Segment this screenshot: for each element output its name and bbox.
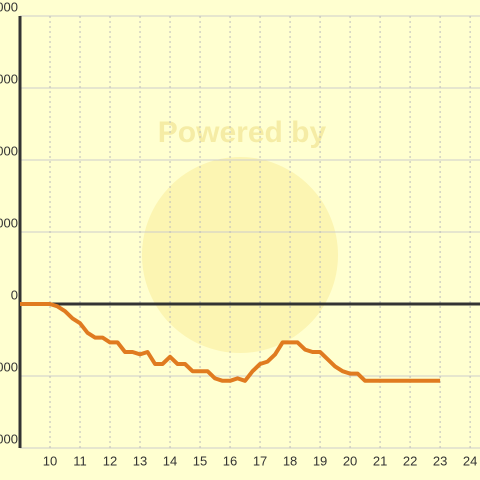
x-tick-label: 18 bbox=[283, 453, 297, 468]
x-tick-label: 10 bbox=[43, 453, 57, 468]
x-tick-label: 24 bbox=[463, 453, 477, 468]
y-tick-label: -6,000 bbox=[0, 431, 18, 446]
y-tick-label: 9,000 bbox=[0, 71, 18, 86]
y-tick-label: 6,000 bbox=[0, 143, 18, 158]
x-tick-label: 22 bbox=[403, 453, 417, 468]
x-tick-label: 14 bbox=[163, 453, 177, 468]
x-tick-label: 12 bbox=[103, 453, 117, 468]
x-tick-label: 21 bbox=[373, 453, 387, 468]
x-tick-label: 11 bbox=[73, 453, 87, 468]
y-tick-label: 3,000 bbox=[0, 215, 18, 230]
x-tick-label: 19 bbox=[313, 453, 327, 468]
x-tick-label: 15 bbox=[193, 453, 207, 468]
x-tick-label: 16 bbox=[223, 453, 237, 468]
watermark: Powered by bbox=[158, 116, 327, 149]
y-tick-label: 0 bbox=[11, 287, 18, 302]
x-tick-label: 17 bbox=[253, 453, 267, 468]
x-tick-label: 23 bbox=[433, 453, 447, 468]
watermark-logo bbox=[142, 157, 338, 353]
y-tick-label: 12,000 bbox=[0, 0, 18, 14]
y-tick-label: -3,000 bbox=[0, 359, 18, 374]
line-series bbox=[20, 302, 441, 383]
x-tick-label: 20 bbox=[343, 453, 357, 468]
x-tick-label: 13 bbox=[133, 453, 147, 468]
